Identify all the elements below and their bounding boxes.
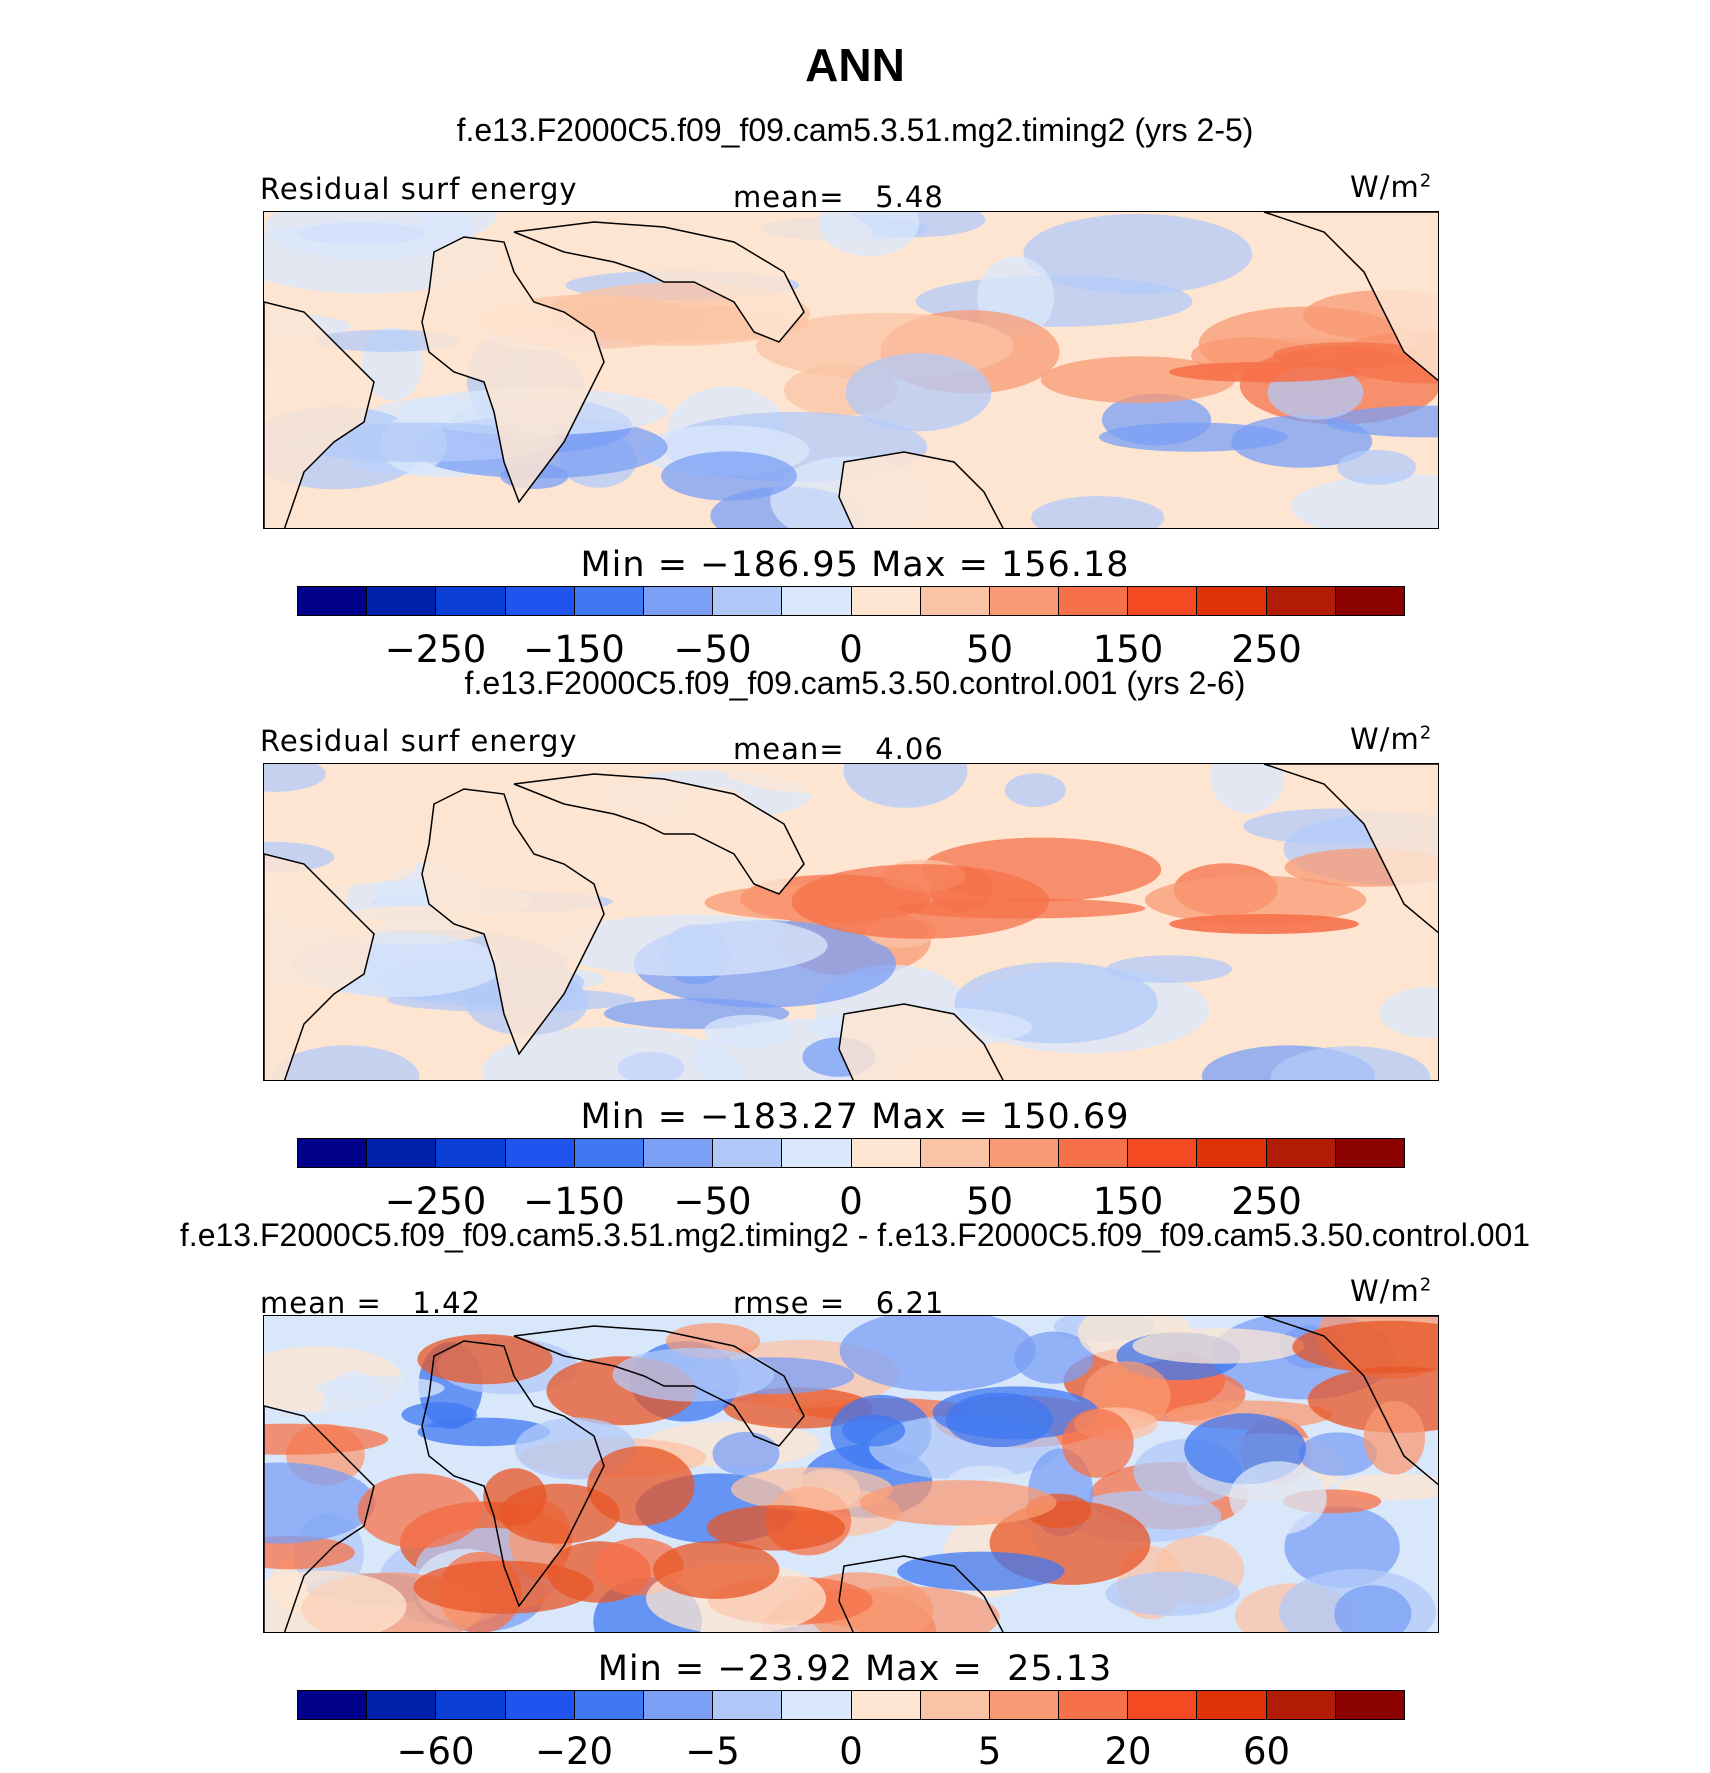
colorbar-swatch <box>920 1691 990 1719</box>
colorbar-tick-label: 0 <box>839 1180 863 1223</box>
panel-1-map-field <box>264 212 1438 528</box>
colorbar-swatch <box>1197 1691 1267 1719</box>
panel-2-mean-label: mean= 4.06 <box>733 732 944 766</box>
colorbar-tick-label: 20 <box>1104 1730 1152 1773</box>
panel-1-colorbar <box>297 586 1405 616</box>
colorbar-swatch <box>1335 1691 1404 1719</box>
colorbar-tick-label: −150 <box>523 628 625 671</box>
panel-2-case-title: f.e13.F2000C5.f09_f09.cam5.3.50.control.… <box>464 665 1246 701</box>
panel-3-mean-label: mean = 1.42 <box>260 1286 481 1320</box>
colorbar-swatch <box>643 1139 714 1167</box>
colorbar-tick-label: −250 <box>384 628 487 671</box>
colorbar-tick-label: 0 <box>839 628 863 671</box>
colorbar-swatch <box>574 587 644 615</box>
colorbar-swatch <box>298 587 368 615</box>
colorbar-swatch <box>367 587 437 615</box>
panel-1-variable-label: Residual surf energy <box>260 172 578 206</box>
colorbar-tick-label: −60 <box>396 1730 475 1773</box>
colorbar-swatch <box>367 1691 437 1719</box>
panel-1-case-title: f.e13.F2000C5.f09_f09.cam5.3.51.mg2.timi… <box>456 112 1254 148</box>
panel-3-minmax: Min = −23.92 Max = 25.13 <box>597 1649 1113 1689</box>
colorbar-tick-label: −5 <box>685 1730 740 1773</box>
colorbar-tick-label: 250 <box>1231 628 1302 671</box>
colorbar-swatch <box>1128 587 1198 615</box>
panel-2-units-label: W/m2 <box>1350 722 1433 756</box>
panel-2-variable-label: Residual surf energy <box>260 724 578 758</box>
panel-2-map <box>263 763 1439 1081</box>
colorbar-swatch <box>574 1691 644 1719</box>
panel-3-map <box>263 1315 1439 1633</box>
colorbar-swatch <box>782 587 852 615</box>
colorbar-swatch <box>436 1691 506 1719</box>
colorbar-swatch <box>1266 1139 1336 1167</box>
colorbar-swatch <box>643 587 714 615</box>
panel-2-minmax: Min = −183.27 Max = 150.69 <box>580 1097 1130 1137</box>
colorbar-tick-label: 0 <box>839 1730 863 1773</box>
colorbar-tick-label: −250 <box>384 1180 487 1223</box>
figure-title: ANN <box>805 39 905 91</box>
panel-2-map-field <box>264 764 1438 1080</box>
colorbar-tick-label: 60 <box>1242 1730 1291 1773</box>
panel-1-units-label: W/m2 <box>1350 170 1433 204</box>
colorbar-tick-label: −50 <box>673 628 752 671</box>
colorbar-tick-label: 50 <box>965 628 1014 671</box>
colorbar-swatch <box>1059 587 1129 615</box>
colorbar-swatch <box>298 1139 368 1167</box>
panel-1-map <box>263 211 1439 529</box>
panel-2-colorbar <box>297 1138 1405 1168</box>
colorbar-swatch <box>436 587 506 615</box>
colorbar-swatch <box>1128 1139 1198 1167</box>
panel-3-units-label: W/m2 <box>1350 1274 1433 1308</box>
colorbar-tick-label: 5 <box>977 1730 1002 1773</box>
colorbar-swatch <box>1197 1139 1267 1167</box>
colorbar-tick-label: 150 <box>1092 628 1164 671</box>
colorbar-swatch <box>367 1139 437 1167</box>
colorbar-swatch <box>782 1139 852 1167</box>
colorbar-swatch <box>713 1139 783 1167</box>
colorbar-swatch <box>505 1691 575 1719</box>
colorbar-swatch <box>713 1691 783 1719</box>
colorbar-tick-label: −20 <box>534 1730 614 1773</box>
colorbar-tick-label: −50 <box>673 1180 752 1223</box>
panel-3-rmse-label: rmse = 6.21 <box>733 1286 945 1320</box>
colorbar-swatch <box>851 587 921 615</box>
colorbar-swatch <box>1266 1691 1336 1719</box>
colorbar-swatch <box>713 587 783 615</box>
panel-1-mean-label: mean= 5.48 <box>733 180 944 214</box>
colorbar-swatch <box>1335 587 1404 615</box>
colorbar-swatch <box>920 1139 990 1167</box>
colorbar-swatch <box>574 1139 644 1167</box>
colorbar-swatch <box>851 1691 921 1719</box>
colorbar-swatch <box>851 1139 921 1167</box>
colorbar-swatch <box>989 1691 1060 1719</box>
colorbar-swatch <box>643 1691 714 1719</box>
colorbar-swatch <box>989 587 1060 615</box>
colorbar-swatch <box>505 1139 575 1167</box>
panel-3-colorbar <box>297 1690 1405 1720</box>
colorbar-swatch <box>1059 1691 1129 1719</box>
colorbar-swatch <box>920 587 990 615</box>
colorbar-swatch <box>989 1139 1060 1167</box>
colorbar-tick-label: 150 <box>1092 1180 1164 1223</box>
panel-1-minmax: Min = −186.95 Max = 156.18 <box>580 545 1130 585</box>
colorbar-swatch <box>1197 587 1267 615</box>
colorbar-swatch <box>436 1139 506 1167</box>
colorbar-swatch <box>505 587 575 615</box>
colorbar-tick-label: −150 <box>523 1180 625 1223</box>
colorbar-tick-label: 250 <box>1231 1180 1302 1223</box>
colorbar-swatch <box>1059 1139 1129 1167</box>
colorbar-swatch <box>1128 1691 1198 1719</box>
panel-3-map-field <box>264 1316 1438 1632</box>
colorbar-tick-label: 50 <box>965 1180 1014 1223</box>
colorbar-swatch <box>782 1691 852 1719</box>
colorbar-swatch <box>1335 1139 1404 1167</box>
colorbar-swatch <box>1266 587 1336 615</box>
colorbar-swatch <box>298 1691 368 1719</box>
panel-3-case-title: f.e13.F2000C5.f09_f09.cam5.3.51.mg2.timi… <box>179 1217 1531 1253</box>
